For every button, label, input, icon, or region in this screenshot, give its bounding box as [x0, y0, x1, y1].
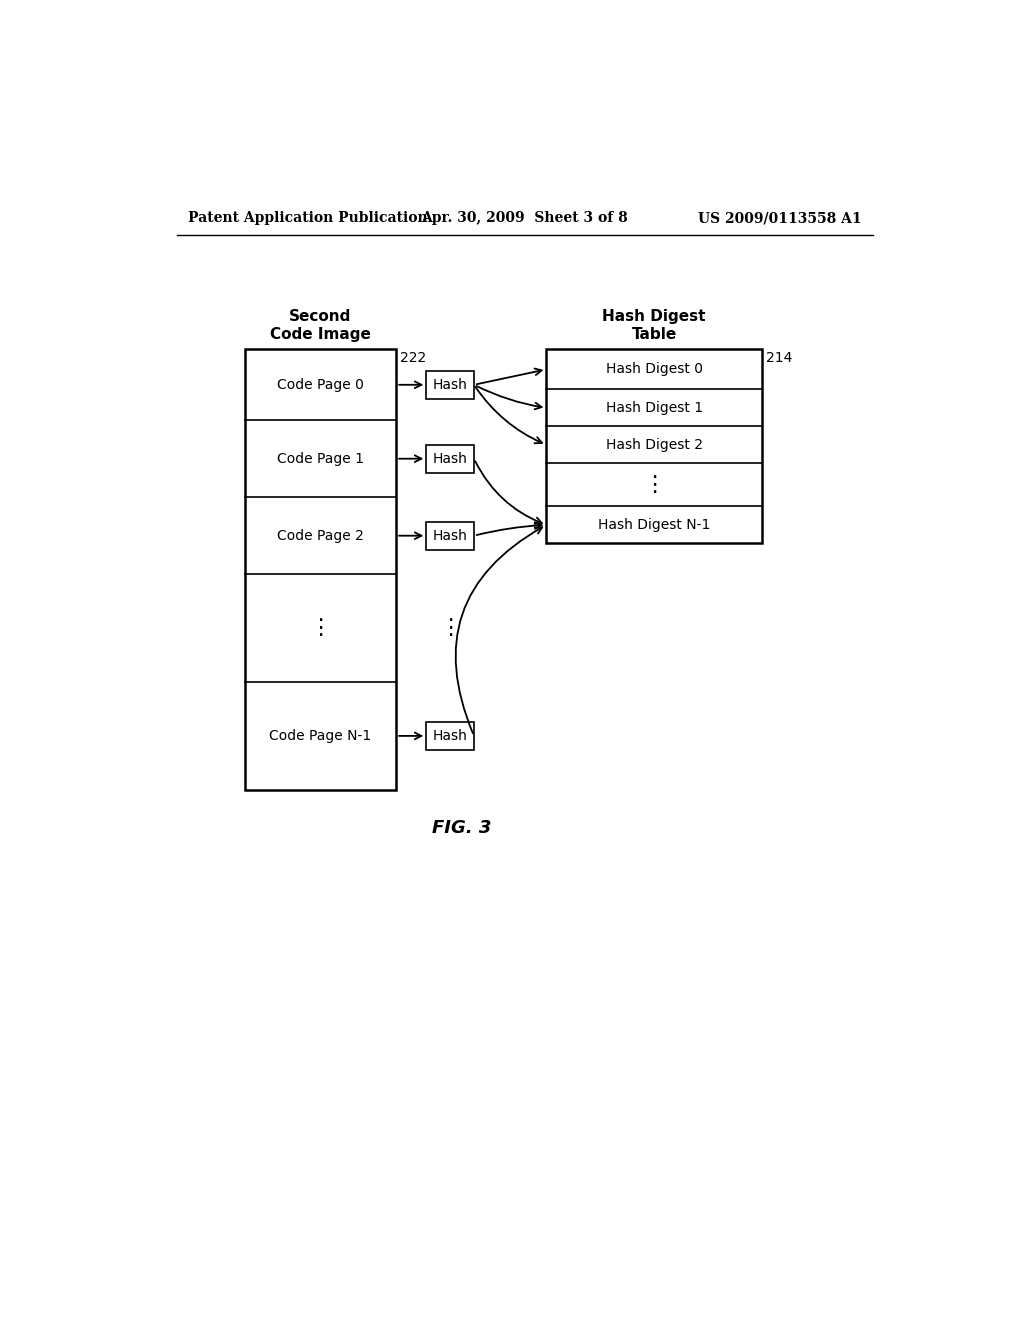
Text: Code Page 0: Code Page 0: [276, 378, 364, 392]
Text: Code Page N-1: Code Page N-1: [269, 729, 372, 743]
Text: Apr. 30, 2009  Sheet 3 of 8: Apr. 30, 2009 Sheet 3 of 8: [422, 211, 628, 226]
Bar: [426, 722, 474, 750]
Text: Hash Digest 1: Hash Digest 1: [605, 401, 702, 414]
FancyArrowPatch shape: [476, 385, 542, 409]
Bar: [547, 350, 762, 544]
FancyArrowPatch shape: [475, 461, 542, 524]
Text: ⋮: ⋮: [643, 475, 666, 495]
Text: Code Page 2: Code Page 2: [276, 529, 364, 543]
Text: 214: 214: [766, 351, 793, 364]
Text: Hash: Hash: [433, 451, 468, 466]
Text: 222: 222: [400, 351, 426, 364]
Text: Hash Digest 2: Hash Digest 2: [605, 438, 702, 451]
Text: Hash Digest N-1: Hash Digest N-1: [598, 517, 711, 532]
Text: ⋮: ⋮: [309, 618, 332, 638]
Bar: [426, 371, 474, 399]
Text: Second
Code Image: Second Code Image: [270, 309, 371, 342]
Text: Code Page 1: Code Page 1: [276, 451, 364, 466]
Text: FIG. 3: FIG. 3: [432, 820, 492, 837]
Text: Hash Digest 0: Hash Digest 0: [605, 363, 702, 376]
Bar: [426, 521, 474, 549]
FancyArrowPatch shape: [477, 523, 542, 535]
Bar: [426, 445, 474, 473]
FancyArrowPatch shape: [475, 387, 542, 444]
Text: Hash: Hash: [433, 378, 468, 392]
Text: Hash Digest
Table: Hash Digest Table: [602, 309, 706, 342]
Text: Hash: Hash: [433, 729, 468, 743]
Text: US 2009/0113558 A1: US 2009/0113558 A1: [698, 211, 862, 226]
Text: Hash: Hash: [433, 529, 468, 543]
Text: ⋮: ⋮: [439, 618, 461, 638]
FancyArrowPatch shape: [477, 368, 542, 384]
Bar: [245, 350, 396, 789]
Text: Patent Application Publication: Patent Application Publication: [188, 211, 428, 226]
FancyArrowPatch shape: [456, 527, 542, 734]
